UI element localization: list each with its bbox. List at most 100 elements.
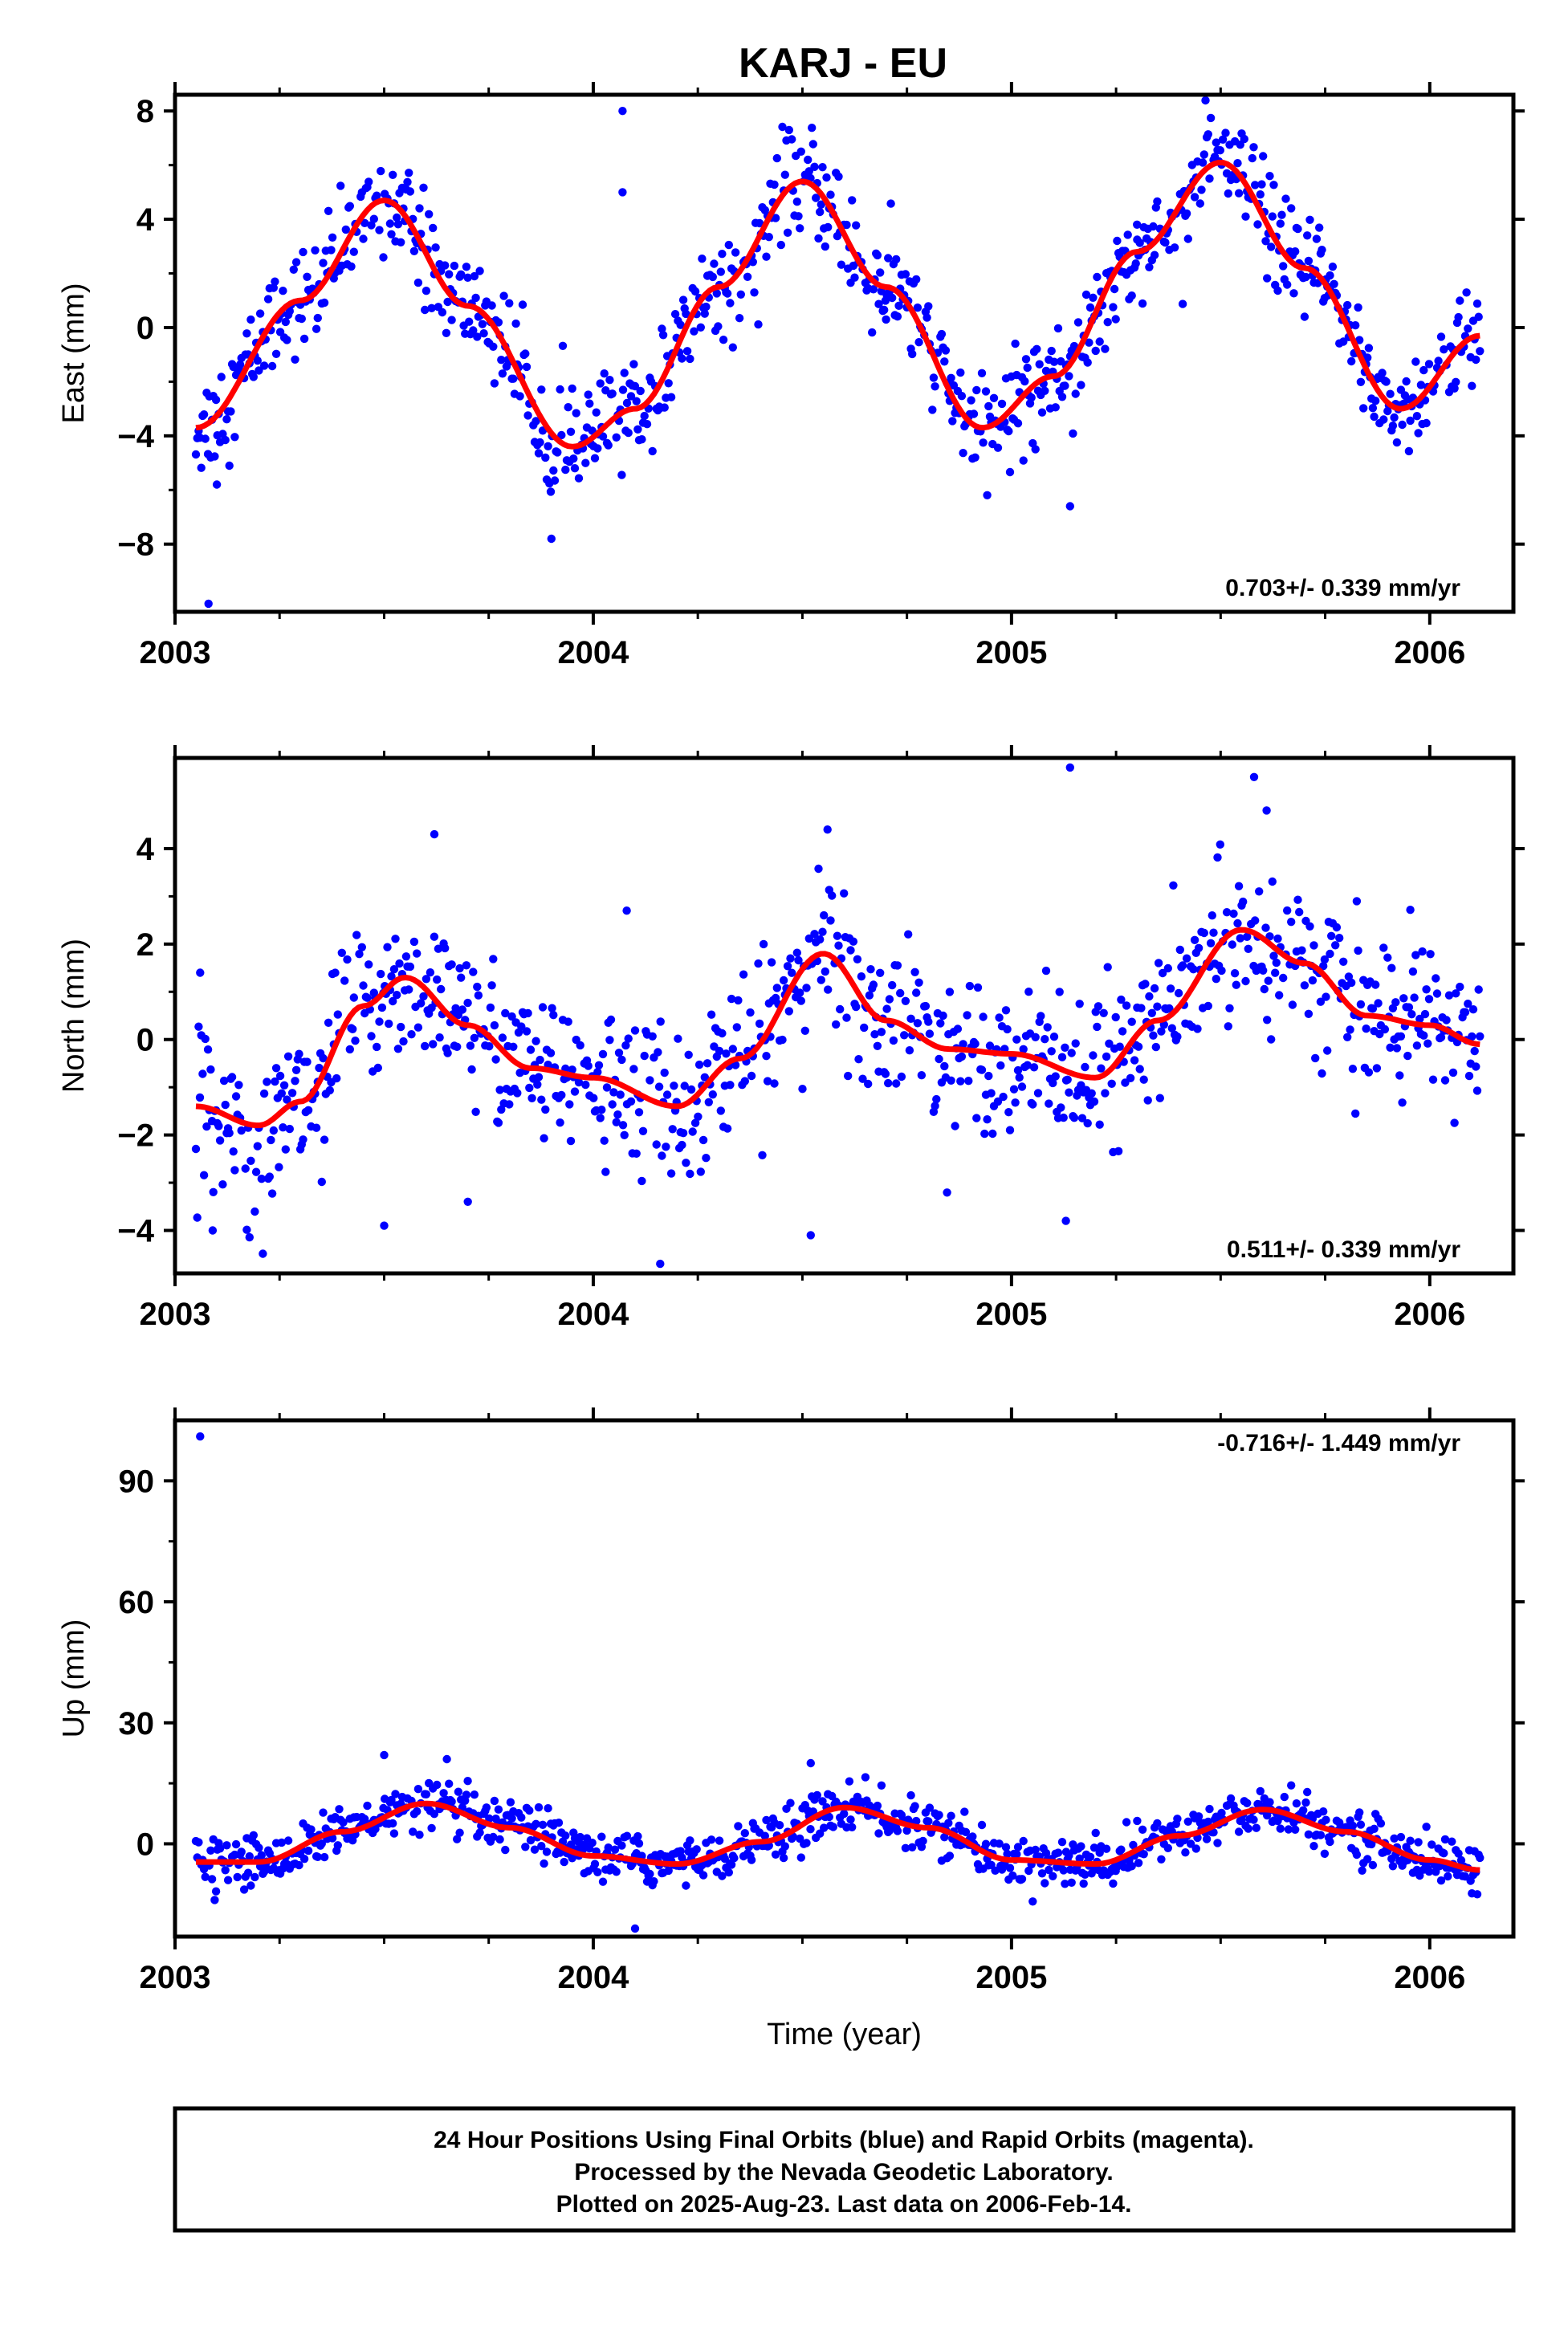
east-rate-label: 0.703+/- 0.339 mm/yr — [1225, 575, 1460, 601]
east-data-point — [850, 273, 859, 282]
north-data-point — [1157, 1027, 1166, 1036]
north-data-point — [198, 1069, 207, 1078]
north-data-point — [818, 927, 827, 936]
east-data-point — [438, 308, 447, 317]
north-data-point — [291, 1077, 299, 1086]
east-data-point — [1359, 404, 1368, 413]
north-data-point — [1420, 1009, 1430, 1019]
east-data-point — [1190, 193, 1199, 202]
north-data-point — [826, 916, 835, 925]
up-data-point — [1041, 1879, 1049, 1888]
north-data-point — [696, 1167, 705, 1176]
north-data-point — [870, 1030, 879, 1039]
north-data-point — [1028, 1100, 1037, 1109]
north-data-point — [568, 1065, 576, 1074]
north-data-point — [594, 1061, 604, 1070]
north-data-point — [630, 1026, 640, 1035]
north-data-point — [884, 1078, 893, 1088]
north-data-point — [840, 889, 849, 898]
east-data-point — [1392, 438, 1402, 447]
north-data-point — [1398, 1098, 1407, 1107]
east-data-point — [403, 177, 412, 186]
north-data-point — [707, 1010, 716, 1019]
north-data-point — [1061, 1043, 1069, 1053]
north-data-point — [1115, 1042, 1124, 1051]
north-data-point — [421, 1041, 430, 1051]
up-data-point — [1013, 1843, 1023, 1851]
east-data-point — [1049, 357, 1059, 366]
north-data-point — [202, 1122, 211, 1131]
north-data-point — [325, 1086, 334, 1095]
north-data-point — [732, 1023, 741, 1032]
north-data-point — [634, 1108, 644, 1117]
north-data-point — [1351, 1109, 1360, 1118]
north-data-point — [393, 1045, 403, 1053]
north-data-point — [1362, 1024, 1370, 1033]
east-data-point — [778, 122, 787, 132]
north-data-point — [435, 1033, 444, 1042]
east-data-point — [1300, 312, 1309, 321]
north-data-point — [1300, 981, 1309, 990]
north-data-point — [387, 972, 396, 981]
east-data-point — [431, 243, 440, 252]
north-data-point — [1391, 998, 1400, 1007]
north-data-point — [1372, 1064, 1382, 1073]
north-data-point — [762, 1052, 771, 1061]
north-data-point — [1001, 1006, 1011, 1015]
north-data-point — [723, 1124, 732, 1133]
north-data-point — [1206, 939, 1216, 948]
north-data-point — [1387, 963, 1396, 972]
north-data-point — [275, 1163, 283, 1171]
east-data-point — [983, 491, 992, 499]
north-data-point — [193, 1213, 202, 1222]
up-data-point — [617, 1841, 626, 1850]
up-data-point — [1163, 1843, 1173, 1852]
up-x-axis: 2003 2004 2005 2006 — [140, 1407, 1465, 1995]
east-data-point — [457, 270, 466, 279]
north-data-point — [1331, 941, 1340, 950]
east-data-point — [1248, 153, 1257, 163]
up-data-point — [307, 1825, 316, 1834]
north-data-point — [824, 985, 833, 994]
north-data-point — [759, 939, 768, 949]
north-data-point — [734, 996, 743, 1005]
up-data-point — [698, 1871, 708, 1880]
north-data-point — [913, 1019, 922, 1028]
north-data-point — [1288, 1000, 1297, 1009]
north-data-point — [1173, 1033, 1182, 1041]
east-data-point — [534, 449, 544, 458]
north-data-point — [441, 943, 450, 953]
east-data-point — [624, 428, 633, 438]
east-data-point — [259, 361, 269, 370]
north-data-point — [670, 1081, 678, 1090]
north-data-point — [684, 1050, 693, 1060]
north-data-point — [1127, 1017, 1136, 1026]
north-data-point — [1009, 1085, 1019, 1094]
north-data-point — [489, 955, 498, 963]
north-data-point — [1012, 1035, 1021, 1044]
east-data-point — [561, 465, 570, 475]
east-data-point — [470, 271, 479, 281]
east-y-axis-label: East (mm) — [57, 283, 91, 423]
north-data-point — [754, 959, 763, 968]
north-data-point — [999, 1092, 1008, 1102]
up-data-point — [1003, 1849, 1012, 1859]
north-data-point — [788, 968, 796, 977]
east-data-point — [515, 392, 524, 401]
north-data-point — [337, 948, 346, 958]
east-data-point — [959, 449, 967, 458]
east-data-point — [633, 425, 642, 434]
east-data-point — [246, 315, 255, 324]
up-data-point — [1234, 1827, 1244, 1836]
north-outlier-point — [622, 906, 631, 915]
north-data-point — [324, 1018, 333, 1028]
east-data-point — [544, 442, 552, 450]
north-data-point — [896, 988, 905, 998]
north-data-point — [1261, 923, 1270, 932]
east-data-point — [1440, 345, 1448, 354]
north-data-point — [1392, 1044, 1402, 1053]
up-data-point — [439, 1789, 448, 1798]
north-data-point — [1269, 951, 1278, 960]
north-data-point — [621, 1041, 630, 1050]
up-data-point — [646, 1869, 654, 1879]
